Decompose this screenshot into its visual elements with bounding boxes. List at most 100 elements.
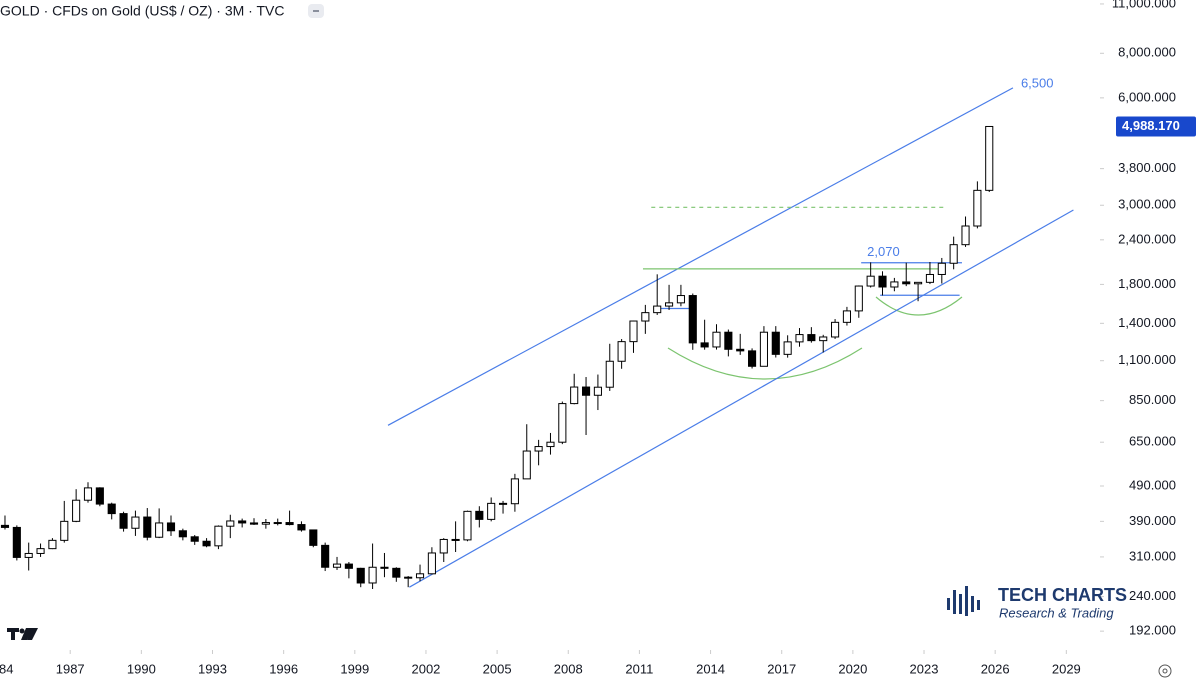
candle-body xyxy=(309,529,318,546)
candle-body xyxy=(12,526,21,558)
y-tick-label: 240.000 xyxy=(1129,588,1176,603)
y-tick-label: 850.000 xyxy=(1129,392,1176,407)
gear-center xyxy=(1162,668,1168,674)
arc xyxy=(667,347,863,380)
candle-body xyxy=(819,336,828,342)
x-tick-label: 2008 xyxy=(554,661,583,676)
y-tick-label: 6,000.000 xyxy=(1118,89,1176,104)
candle-body xyxy=(546,441,555,448)
collapse-icon xyxy=(313,10,319,12)
logo-bar xyxy=(959,594,962,614)
candle-body xyxy=(273,522,282,525)
candle-body xyxy=(178,530,187,538)
x-tick-label: 1987 xyxy=(56,661,85,676)
candle-body xyxy=(392,567,401,578)
logo-bar xyxy=(965,586,968,616)
candle-body xyxy=(866,275,875,287)
watermark-logo xyxy=(947,586,980,616)
x-tick-label: 2029 xyxy=(1052,661,1081,676)
candle-body xyxy=(878,275,887,288)
candle-body xyxy=(36,548,45,554)
candle-body xyxy=(475,510,484,520)
candle-body xyxy=(914,281,923,285)
logo-part xyxy=(21,628,32,640)
arc xyxy=(875,296,963,316)
settings-icon[interactable] xyxy=(1158,664,1172,678)
x-tick-label: 2005 xyxy=(483,661,512,676)
candle-body xyxy=(759,331,768,367)
candle-body xyxy=(202,540,211,547)
candle-body xyxy=(724,331,733,350)
logo-bar xyxy=(971,596,974,612)
logo-part xyxy=(27,628,38,640)
x-tick-label: 2017 xyxy=(767,661,796,676)
candle-body xyxy=(676,295,685,304)
candle-body xyxy=(498,502,508,505)
candle-body xyxy=(439,538,448,554)
candle-body xyxy=(593,386,602,396)
candle-body xyxy=(155,522,164,538)
logo-part xyxy=(11,628,15,640)
candle-body xyxy=(771,331,780,355)
candle-body xyxy=(190,536,199,542)
candle-body xyxy=(902,281,911,285)
candle-body xyxy=(415,573,425,579)
candle-body xyxy=(285,522,294,526)
logo-bar xyxy=(953,590,956,614)
candle-body xyxy=(925,273,935,283)
candle-body xyxy=(890,281,899,288)
candle-body xyxy=(712,331,721,348)
candle-body xyxy=(83,487,93,501)
x-tick-label: 2002 xyxy=(411,661,440,676)
y-tick-label: 3,000.000 xyxy=(1118,197,1176,212)
last-price-label: 4,988.170 xyxy=(1122,118,1180,133)
x-tick-label: 1993 xyxy=(198,661,227,676)
logo-bar xyxy=(947,598,950,610)
y-tick-label: 2,400.000 xyxy=(1118,231,1176,246)
y-tick-label: 1,400.000 xyxy=(1118,315,1176,330)
y-tick-label: 490.000 xyxy=(1129,477,1176,492)
candle-body xyxy=(688,295,697,344)
watermark-title: TECH CHARTS xyxy=(998,585,1127,605)
y-tick-label: 650.000 xyxy=(1129,434,1176,449)
candle-body xyxy=(238,520,247,524)
y-tick-label: 390.000 xyxy=(1129,513,1176,528)
candle-body xyxy=(522,450,531,480)
candle-body xyxy=(581,386,591,396)
candle-body xyxy=(143,516,152,538)
last-price-box xyxy=(1116,116,1196,137)
line-label: 6,500 xyxy=(1021,75,1054,90)
x-tick-label: 1984 xyxy=(0,661,14,676)
candle-body xyxy=(973,189,982,227)
y-tick-label: 310.000 xyxy=(1129,548,1176,563)
candle-body xyxy=(605,360,614,388)
candle-body xyxy=(48,539,57,550)
tv-logo xyxy=(7,628,38,640)
candle-body xyxy=(24,552,33,558)
candle-body xyxy=(166,522,176,532)
candle-body xyxy=(783,341,792,355)
candle-body xyxy=(961,225,970,246)
candle-body xyxy=(831,321,840,338)
candle-body xyxy=(60,520,69,541)
candle-body xyxy=(404,576,413,579)
candle-body xyxy=(0,524,10,528)
watermark-subtitle: Research & Trading xyxy=(999,605,1114,620)
candle-body xyxy=(629,320,638,343)
candle-body xyxy=(297,524,306,531)
x-tick-label: 2014 xyxy=(696,661,725,676)
candle-body xyxy=(736,348,745,352)
line-label: 2,070 xyxy=(867,244,900,259)
candle-body xyxy=(261,522,270,525)
y-tick-label: 3,800.000 xyxy=(1118,160,1176,175)
candle-body xyxy=(368,566,377,584)
candle-body xyxy=(641,312,650,322)
x-tick-label: 2023 xyxy=(910,661,939,676)
y-tick-label: 192.000 xyxy=(1129,623,1176,638)
candle-body xyxy=(487,502,496,520)
candle-body xyxy=(380,566,389,569)
candle-body xyxy=(558,403,567,443)
x-tick-label: 2011 xyxy=(625,661,653,676)
candle-body xyxy=(214,525,223,547)
